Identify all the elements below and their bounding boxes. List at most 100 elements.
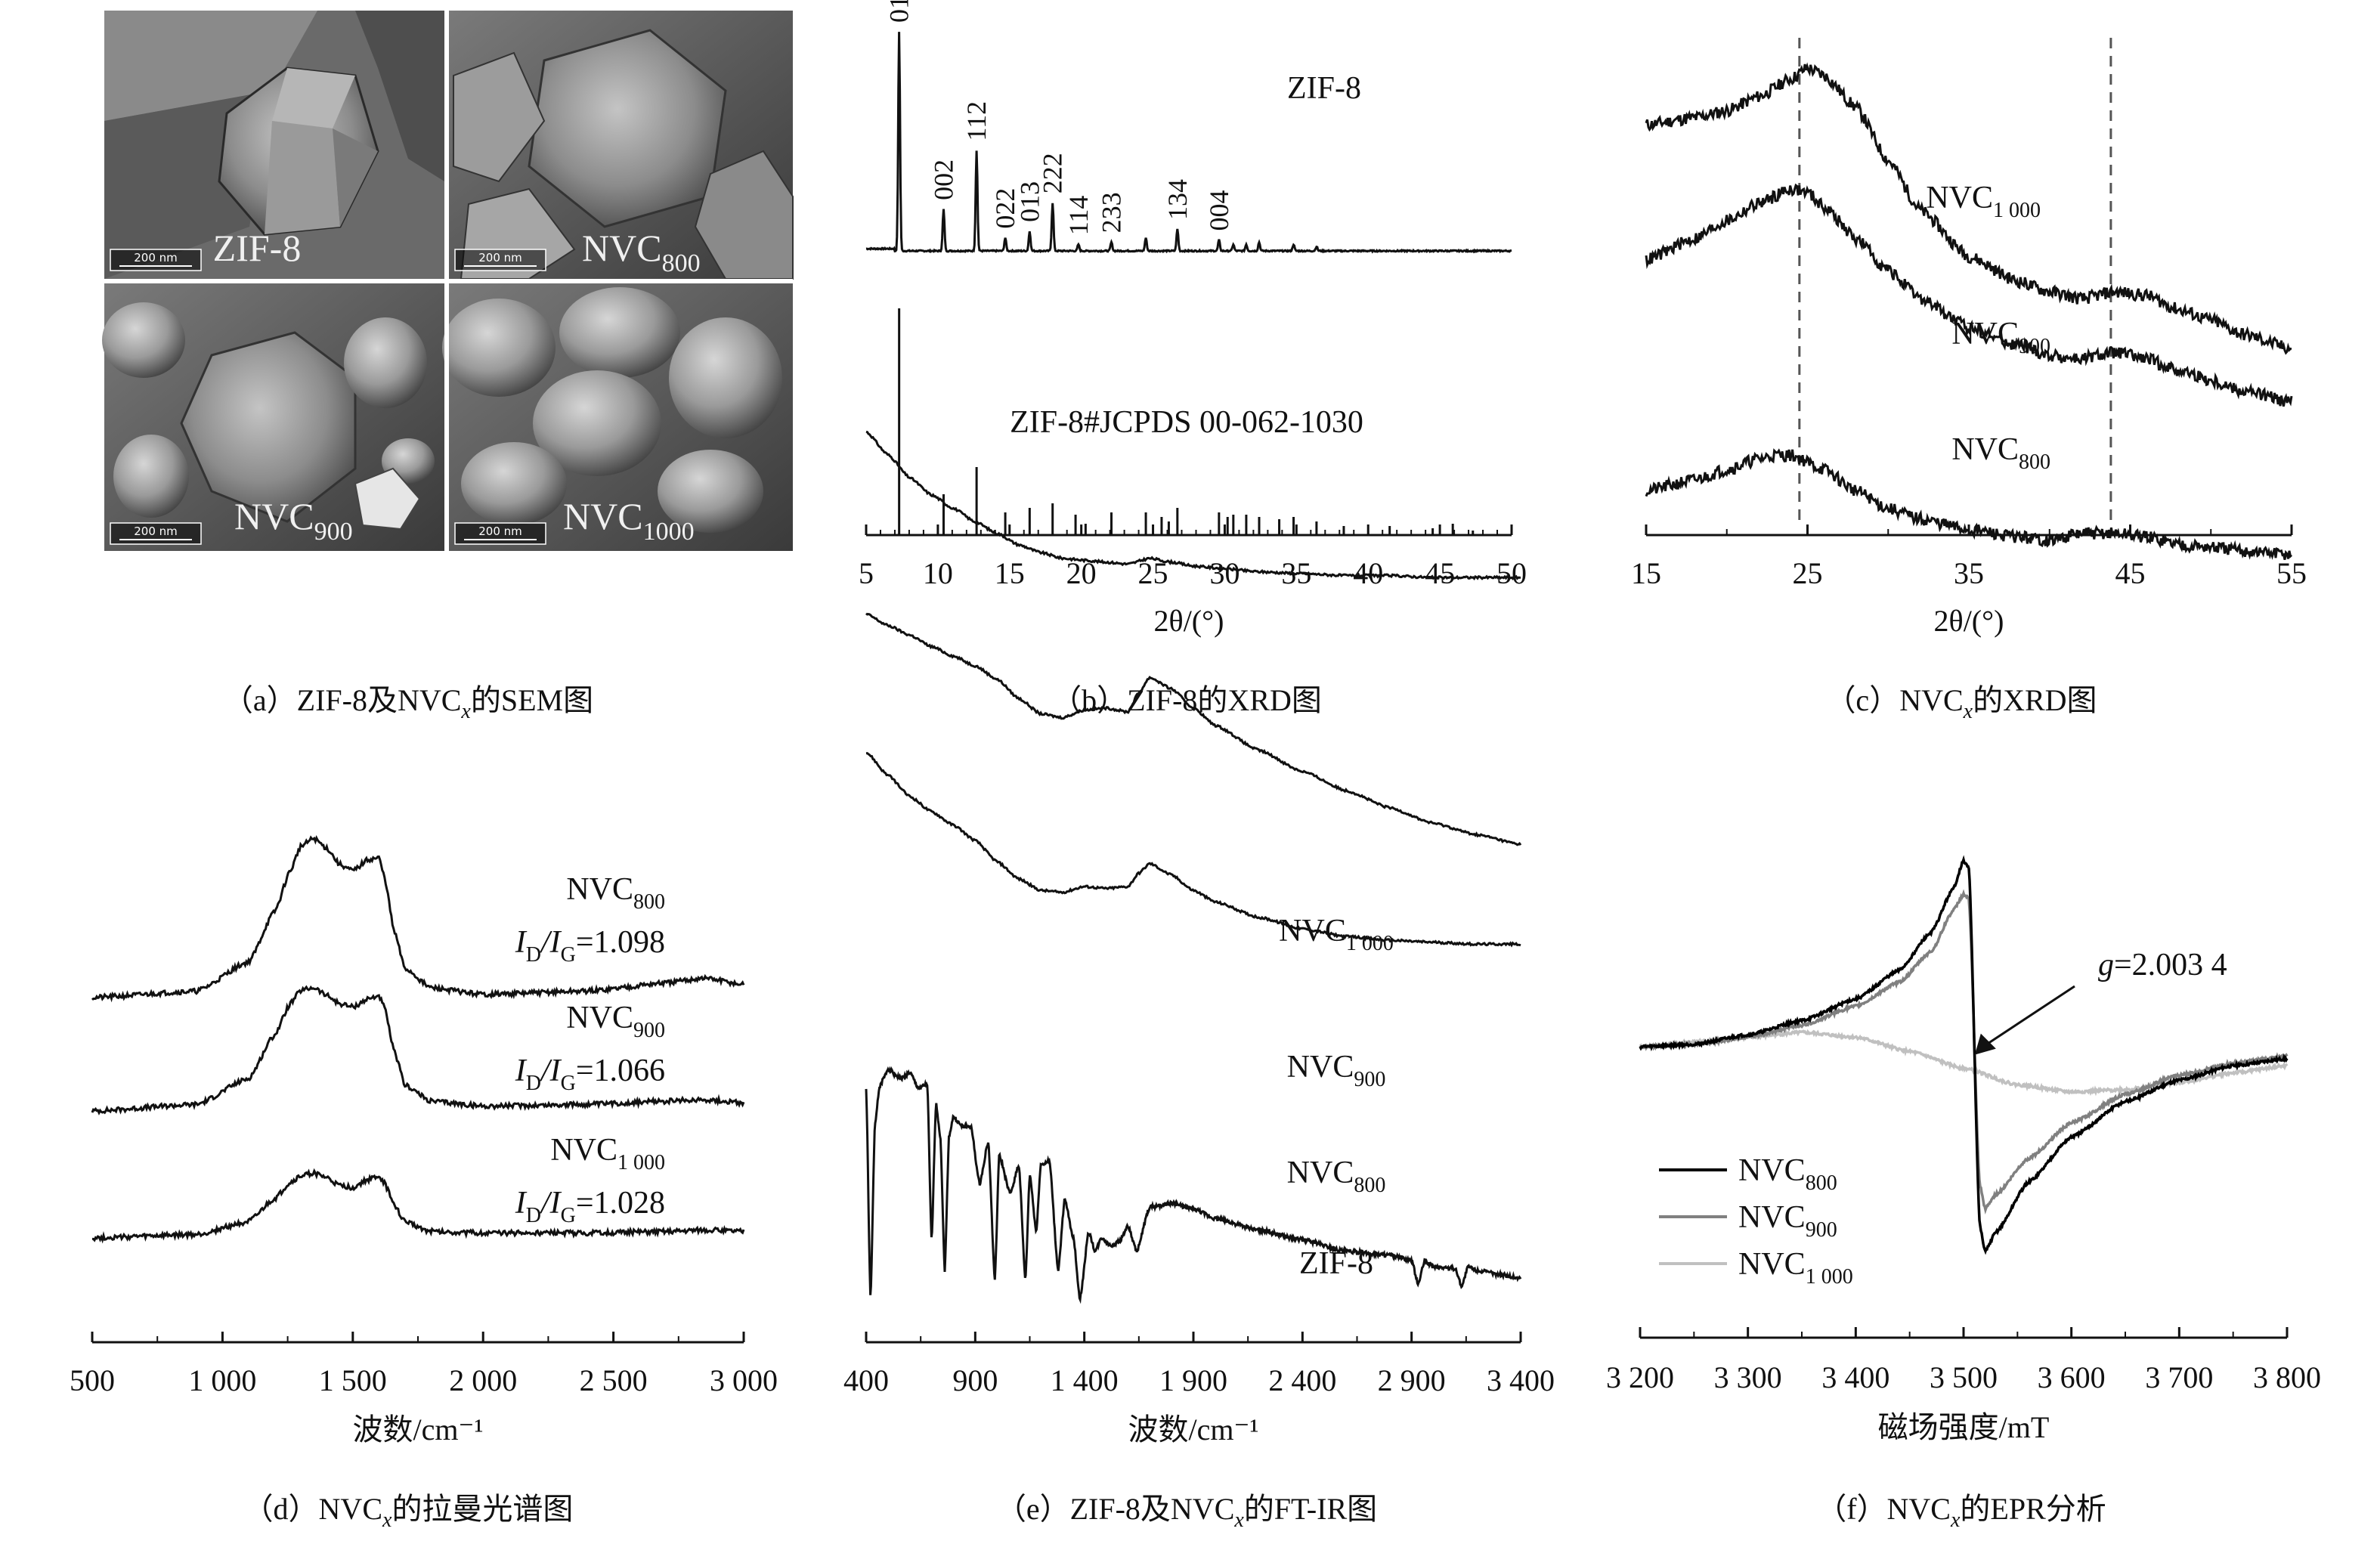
chart-b-peak-label: 233 (1097, 192, 1127, 233)
chart-e-xlabel: 波数/cm⁻¹ (1128, 1412, 1258, 1447)
chart-b-zif8-xrd: 5 10 15 20 25 30 35 40 45 502θ/(°)ZIF-8ZIF-8#JCPD… (859, 0, 1527, 638)
chart-e-tick-label: 1 400 (1051, 1363, 1119, 1397)
chart-d-series-label: NVC900 (566, 1001, 665, 1042)
chart-f-series-line-1000 (1639, 1029, 2289, 1097)
chart-d-ratio-label: ID/IG=1.098 (515, 925, 665, 967)
chart-c-tick-label: 45 (2115, 556, 2146, 590)
chart-f-series-line-800 (1639, 855, 2289, 1255)
sem-divider-h (104, 279, 793, 283)
chart-b-tick-label: 40 (1353, 556, 1383, 590)
chart-f-tick-label: 3 300 (1714, 1360, 1782, 1394)
sem-scalebar-text: 200 nm (478, 524, 522, 538)
chart-d-tick-label: 3 000 (710, 1363, 778, 1397)
sem-label-nvc900: NVC900 (234, 495, 353, 546)
caption-d: （d）NVCx的拉曼光谱图 (243, 1492, 574, 1532)
chart-c-series-line-1000 (1645, 62, 2292, 355)
chart-b-peak-label: 013 (1014, 181, 1045, 222)
chart-b-peak-label: 002 (929, 159, 959, 200)
chart-f-tick-label: 3 500 (1930, 1360, 1998, 1394)
chart-c-tick-label: 55 (2276, 556, 2307, 590)
chart-b-tick-label: 5 (859, 556, 874, 590)
chart-b-peak-label: 022 (990, 188, 1020, 229)
chart-e-tick-label: 400 (843, 1363, 889, 1397)
chart-b-peak-label: 004 (1204, 190, 1234, 231)
chart-d-tick-label: 1 500 (319, 1363, 387, 1397)
chart-e-series-label: ZIF-8 (1299, 1246, 1373, 1281)
chart-d-series-line-800 (91, 834, 745, 1003)
chart-c-series-line-800 (1645, 448, 2293, 561)
chart-d-tick-label: 2 000 (449, 1363, 517, 1397)
chart-e-series-line-800 (865, 752, 1521, 948)
sem-scalebar-box (110, 522, 202, 545)
chart-c-series-line-900 (1645, 183, 2293, 407)
chart-e-series-label: NVC800 (1287, 1156, 1386, 1197)
chart-c-series-label: NVC800 (1951, 432, 2050, 474)
sem-label-nvc800: NVC800 (582, 227, 701, 277)
chart-c-tick-label: 15 (1631, 556, 1661, 590)
chart-f-tick-label: 3 600 (2038, 1360, 2106, 1394)
chart-e-tick-label: 2 900 (1378, 1363, 1446, 1397)
chart-e-tick-label: 2 400 (1268, 1363, 1336, 1397)
chart-e-series-label: NVC900 (1287, 1050, 1386, 1091)
chart-e-tick-label: 900 (952, 1363, 998, 1397)
sem-scalebar-text: 200 nm (134, 251, 178, 265)
chart-d-series-label: NVC1 000 (550, 1133, 665, 1174)
sem-image-grid: 200 nm 200 nm 200 nm 200 nm ZIF-8 NVC800 NV… (102, 11, 794, 551)
chart-d-series-line-1000 (92, 1168, 745, 1244)
chart-b-peak-label: 112 (961, 101, 992, 141)
chart-b-tick-label: 30 (1209, 556, 1240, 590)
chart-b-peak-label: 011 (884, 0, 915, 23)
chart-f-annotation-arrowhead (1974, 1033, 1996, 1055)
chart-f-legend-label: NVC1 000 (1738, 1247, 1853, 1289)
chart-d-series-line-900 (91, 985, 745, 1115)
chart-e-series-line-1000 (865, 430, 1521, 581)
chart-c-nvc-xrd: 15 25 35 45 55 2θ/(°) NVC1 000 NVC900 NVC800 (1631, 38, 2307, 638)
chart-f-tick-label: 3 800 (2253, 1360, 2321, 1394)
chart-e-series-line-zif8 (865, 1066, 1522, 1304)
chart-b-tick-label: 50 (1496, 556, 1527, 590)
chart-b-xlabel: 2θ/(°) (1154, 604, 1224, 638)
chart-b-peak-label: 114 (1063, 196, 1094, 236)
chart-d-tick-label: 2 500 (580, 1363, 648, 1397)
sem-tile-nvc900 (102, 283, 444, 551)
caption-c: （c）NVCx的XRD图 (1825, 683, 2097, 723)
sem-scalebar-box (454, 249, 546, 271)
chart-e-series-line-900 (865, 612, 1522, 846)
caption-a: （a）ZIF-8及NVCx的SEM图 (223, 683, 593, 723)
sem-tile-zif8 (104, 11, 444, 279)
chart-d-ratio-label: ID/IG=1.066 (515, 1054, 665, 1095)
chart-f-annotation-arrow (1982, 985, 2075, 1048)
sem-label-nvc1000: NVC1000 (563, 495, 695, 546)
chart-f-tick-label: 3 400 (1821, 1360, 1889, 1394)
chart-f-tick-label: 3 200 (1606, 1360, 1674, 1394)
sem-scalebar-text: 200 nm (478, 251, 522, 265)
chart-d-raman: 500 1 000 1 500 2 000 2 500 3 000 波数/cm⁻¹ NVC80… (70, 834, 778, 1447)
chart-e-tick-label: 1 900 (1159, 1363, 1227, 1397)
chart-f-legend-label: NVC800 (1738, 1153, 1837, 1195)
chart-b-series-zif8-line (865, 32, 1512, 254)
chart-b-tick-label: 45 (1425, 556, 1455, 590)
chart-c-xlabel: 2θ/(°) (1934, 604, 2004, 638)
chart-d-tick-label: 1 000 (188, 1363, 256, 1397)
sem-scalebar-box (454, 522, 546, 545)
chart-c-tick-label: 25 (1793, 556, 1823, 590)
chart-c-tick-label: 35 (1954, 556, 1984, 590)
caption-f: （f）NVCx的EPR分析 (1816, 1492, 2106, 1532)
chart-f-tick-label: 3 700 (2145, 1360, 2213, 1394)
chart-d-series-label: NVC800 (566, 872, 665, 914)
chart-c-series-label: NVC1 000 (1926, 181, 2041, 222)
chart-b-series-zif8-label: ZIF-8 (1287, 71, 1361, 106)
chart-b-series-ref-label: ZIF-8#JCPDS 00-062-1030 (1010, 405, 1363, 440)
caption-e: （e）ZIF-8及NVCx的FT-IR图 (996, 1492, 1377, 1532)
chart-f-xlabel: 磁场强度/mT (1878, 1410, 2050, 1444)
chart-d-tick-label: 500 (70, 1363, 115, 1397)
caption-b: （b）ZIF-8的XRD图 (1051, 683, 1322, 717)
sem-tile-nvc1000 (442, 283, 793, 551)
chart-b-peak-label: 222 (1038, 153, 1068, 193)
chart-f-epr: 3 200 3 300 3 400 3 500 3 600 3 700 3 800 磁场强度/… (1606, 855, 2321, 1444)
chart-c-series-label: NVC900 (1951, 317, 2050, 358)
chart-e-ftir: 400 900 1 400 1 900 2 400 2 900 3 400 波数/cm⁻¹ NV… (843, 430, 1555, 1447)
chart-b-tick-label: 10 (923, 556, 953, 590)
chart-f-annotation-label: g=2.003 4 (2098, 948, 2227, 982)
